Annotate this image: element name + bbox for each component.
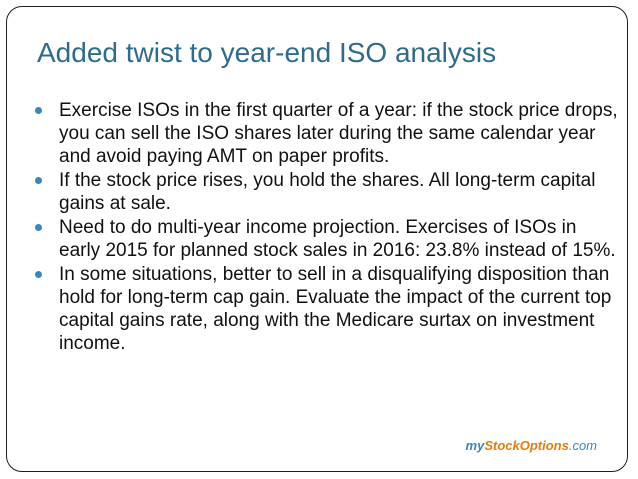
mystockoptions-logo: myStockOptions.com bbox=[466, 438, 597, 453]
bullet-text: Need to do multi-year income projection.… bbox=[59, 217, 616, 261]
logo-part-com: .com bbox=[568, 438, 597, 453]
bullet-item: Need to do multi-year income projection.… bbox=[29, 216, 619, 262]
bullet-text: If the stock price rises, you hold the s… bbox=[59, 170, 596, 214]
bullet-text: In some situations, better to sell in a … bbox=[59, 264, 612, 354]
slide-title: Added twist to year-end ISO analysis bbox=[37, 37, 497, 68]
bullet-dot-icon bbox=[35, 224, 42, 231]
bullet-dot-icon bbox=[35, 271, 42, 278]
logo-part-my: my bbox=[465, 438, 485, 453]
bullet-list: Exercise ISOs in the first quarter of a … bbox=[29, 99, 619, 356]
bullet-text: Exercise ISOs in the first quarter of a … bbox=[59, 100, 618, 167]
bullet-item: If the stock price rises, you hold the s… bbox=[29, 169, 619, 215]
logo-part-stockoptions: StockOptions bbox=[484, 438, 569, 453]
slide-frame: Added twist to year-end ISO analysis Exe… bbox=[6, 6, 628, 472]
bullet-dot-icon bbox=[35, 107, 42, 114]
bullet-item: Exercise ISOs in the first quarter of a … bbox=[29, 99, 619, 168]
bullet-dot-icon bbox=[35, 177, 42, 184]
bullet-item: In some situations, better to sell in a … bbox=[29, 263, 619, 355]
